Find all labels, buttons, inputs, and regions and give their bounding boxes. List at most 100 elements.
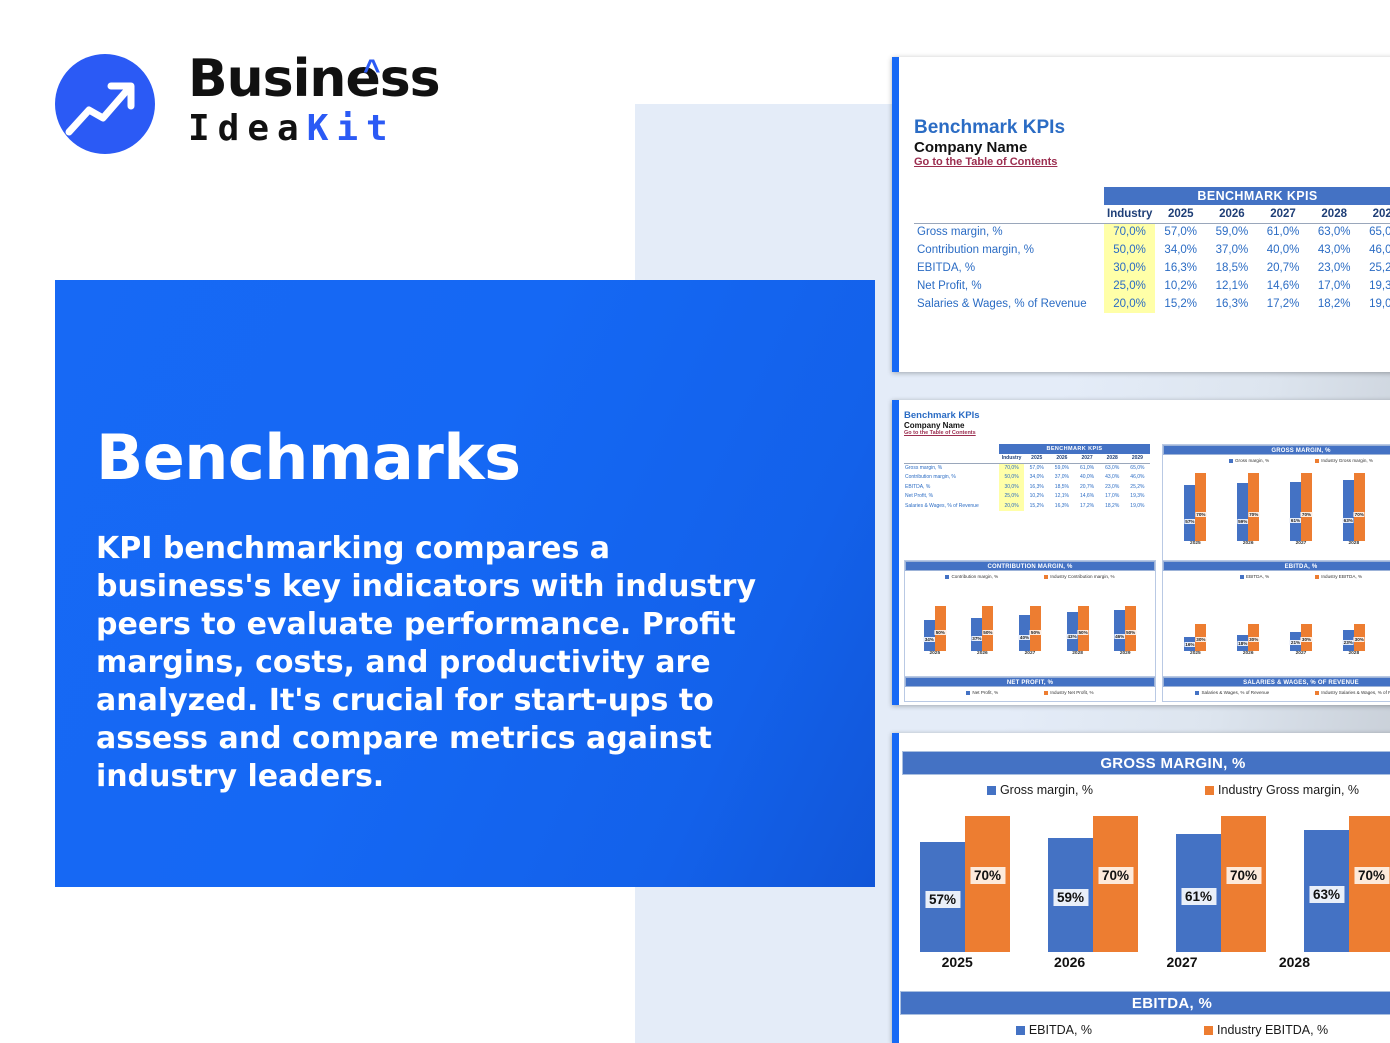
bar-industry: 70% <box>1221 816 1266 952</box>
table-cell: 20,7% <box>1079 483 1095 490</box>
mini-axis-tick: 2026 <box>1242 541 1254 546</box>
mini-bar-label: 18% <box>1237 641 1249 646</box>
mini-chart-net-profit[interactable]: NET PROFIT, % Net Profit, % Industry Net P… <box>904 676 1156 702</box>
table-cell: 15,2% <box>1164 298 1198 310</box>
legend-item-company: EBITDA, % <box>1239 574 1269 579</box>
mini-bar-industry: 30% <box>1353 624 1365 651</box>
table-col-header: 2028 <box>1308 205 1360 224</box>
mini-chart-contribution-margin[interactable]: CONTRIBUTION MARGIN, % Contribution margi… <box>904 560 1156 692</box>
legend-label-industry: Industry Gross margin, % <box>1218 783 1360 797</box>
table-cell: 20,7% <box>1266 262 1300 274</box>
mini-bar-label: 16% <box>1184 642 1196 647</box>
mini-bar-company: 59% <box>1237 483 1249 541</box>
mini-axis-tick: 2027 <box>1295 651 1307 656</box>
table-cell: 23,0% <box>1317 262 1351 274</box>
legend-swatch-industry <box>1315 574 1320 579</box>
mini-bar-industry: 30% <box>1195 624 1207 651</box>
mini-bar-group: 63% 70% <box>1342 473 1365 541</box>
mini-bar-label: 63% <box>1342 518 1354 523</box>
mini-bar-label: 70% <box>1300 512 1313 517</box>
mini-axis-tick: 2025 <box>1190 541 1201 546</box>
brand-logo: Business ^ IdeaKit <box>55 50 455 162</box>
mini-chart-legend: EBITDA, % Industry EBITDA, % <box>1163 571 1390 579</box>
mini-chart-gross-margin[interactable]: GROSS MARGIN, % Gross margin, % Industry G… <box>1162 444 1390 574</box>
mini-axis-tick: 2028 <box>1348 541 1360 546</box>
table-cell: 25,2% <box>1369 262 1390 274</box>
legend-label-company: Gross margin, % <box>999 783 1094 797</box>
bar-company: 63% <box>1304 830 1349 952</box>
mini-bar-industry: 50% <box>1029 606 1042 651</box>
table-cell: 63,0% <box>1105 465 1120 471</box>
mini-bar-industry: 70% <box>1248 473 1260 541</box>
mini-bar-company: 40% <box>1018 615 1031 651</box>
mini-bar-group: 40% 50% <box>1018 606 1042 651</box>
mini-bar-company: 46% <box>1114 610 1126 651</box>
bar-label-industry: 70% <box>969 867 1006 884</box>
mini-bar-label: 57% <box>1184 519 1196 524</box>
mini-bar-label: 30% <box>1195 637 1207 642</box>
mini-chart-legend: Net Profit, % Industry Net Profit, % <box>905 687 1155 695</box>
mini-bar-group: 59% 70% <box>1237 473 1260 541</box>
table-cell: 37,0% <box>1054 474 1069 481</box>
table-cell-industry: 50,0% <box>999 472 1025 482</box>
mini-axis-tick: 2028 <box>1072 651 1083 656</box>
mini-bar-label: 50% <box>1029 630 1042 635</box>
slide2-toc-link[interactable]: Go to the Table of Contents <box>904 430 976 436</box>
slide-benchmark-table[interactable]: Benchmark KPIs Company Name Go to the Ta… <box>892 57 1390 372</box>
table-col-header: 2027 <box>1074 453 1100 464</box>
slide-gross-margin-chart[interactable]: GROSS MARGIN, % Gross margin, % Industry… <box>892 733 1390 1043</box>
mini-chart-ebitda[interactable]: EBITDA, % EBITDA, % Industry EBITDA, % 16% 3… <box>1162 560 1390 692</box>
mini-bar-company: 61% <box>1289 482 1302 541</box>
table-cell: 65,0% <box>1130 465 1145 471</box>
legend-item-industry: Industry Net Profit, % <box>1044 690 1094 695</box>
chart-title: GROSS MARGIN, % <box>902 751 1390 775</box>
table-col-header: 2029 <box>1359 205 1390 224</box>
table-row-label: Gross margin, % <box>917 226 1003 239</box>
slide2-subtitle: Company Name <box>904 421 965 430</box>
table-cell: 19,3% <box>1130 493 1145 500</box>
mini-bar-group: 16% 30% <box>1184 624 1207 651</box>
legend-item-industry: Industry Salaries & Wages, % of Revenue <box>1315 690 1390 695</box>
table-cell: 10,2% <box>1029 493 1044 500</box>
bar-label-company: 61% <box>1180 888 1217 905</box>
table-col-header: 2026 <box>1206 205 1258 224</box>
mini-chart-plot: 57%70%59%70%61%70%63%70%65%70% <box>1163 463 1390 541</box>
mini-chart-title: NET PROFIT, % <box>905 677 1155 687</box>
mini-bar-group: 43% 50% <box>1066 606 1089 651</box>
legend-item-industry: Industry Gross margin, % <box>1205 783 1359 797</box>
mini-axis-tick: 2027 <box>1295 541 1307 546</box>
mini-axis-tick: 2025 <box>929 651 941 656</box>
benchmark-table-mini: BENCHMARK KPIS Industry 2025 2026 2027 2028 20… <box>904 444 1150 511</box>
mini-bar-industry: 30% <box>1248 624 1260 651</box>
mini-bar-company: 16% <box>1184 637 1196 651</box>
table-cell-industry: 20,0% <box>1104 295 1156 313</box>
table-cell-industry: 70,0% <box>1104 223 1156 241</box>
benchmark-table-wrap: BENCHMARK KPIS Industry 2025 2026 2027 2028 20… <box>914 187 1390 313</box>
slide2-title: Benchmark KPIs <box>904 410 980 421</box>
slide-accent-edge <box>892 400 899 705</box>
legend-swatch-industry <box>1315 690 1320 695</box>
table-cell: 17,0% <box>1105 493 1120 500</box>
mini-bar-label: 50% <box>934 630 946 635</box>
table-cell: 34,0% <box>1164 244 1198 256</box>
table-cell: 19,3% <box>1369 280 1390 292</box>
axis-tick: 2028 <box>1278 954 1310 970</box>
brand-name-line2: IdeaKit <box>188 108 440 150</box>
mini-chart-salaries-wages-of-revenue[interactable]: SALARIES & WAGES, % OF REVENUE Salaries &… <box>1162 676 1390 702</box>
table-row: Gross margin, % 70,0% 57,0% 59,0% 61,0% 63,0%… <box>914 223 1390 241</box>
mini-chart-title: EBITDA, % <box>1163 561 1390 571</box>
slide1-toc-link[interactable]: Go to the Table of Contents <box>914 156 1058 168</box>
slide-benchmark-dashboard[interactable]: Benchmark KPIs Company Name Go to the Ta… <box>892 400 1390 705</box>
brand-circumflex-icon: ^ <box>363 54 381 87</box>
bar-industry: 70% <box>1349 816 1390 952</box>
mini-bar-group: 61% 70% <box>1289 473 1313 541</box>
axis-tick: 2027 <box>1166 954 1198 970</box>
mini-axis-tick: 2026 <box>977 651 988 656</box>
legend-item-industry: Industry EBITDA, % <box>1315 574 1362 579</box>
slide1-title: Benchmark KPIs <box>914 117 1066 138</box>
chart-plot-area: 57%70%59%70%61%70%63%70%65%70% <box>902 797 1390 952</box>
mini-bar-label: 23% <box>1342 640 1354 645</box>
mini-bar-company: 23% <box>1342 630 1354 651</box>
table-row: Gross margin, % 70,0% 57,0% 59,0% 61,0% 63,0%… <box>904 463 1150 473</box>
table-col-header: 2025 <box>1024 453 1050 464</box>
